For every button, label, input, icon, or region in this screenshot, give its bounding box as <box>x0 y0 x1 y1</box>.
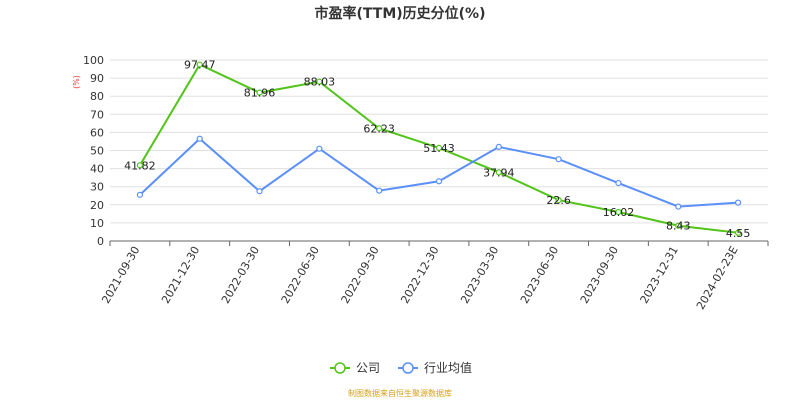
x-tick-label: 2023-03-30 <box>458 244 501 306</box>
data-label: 4.55 <box>726 227 751 240</box>
data-point <box>734 199 742 206</box>
legend: 公司 行业均值 <box>330 360 472 375</box>
y-tick-label: 20 <box>90 199 104 212</box>
y-unit-label: (%) <box>72 75 81 89</box>
y-tick-label: 100 <box>83 54 104 67</box>
x-tick-label: 2023-06-30 <box>518 244 561 306</box>
legend-marker <box>334 362 346 374</box>
data-point <box>136 162 144 169</box>
data-point <box>615 179 622 187</box>
data-point <box>136 191 144 198</box>
y-tick-label: 40 <box>90 163 104 176</box>
chart-title: 市盈率(TTM)历史分位(%) <box>315 5 486 22</box>
data-label: 41.82 <box>124 159 156 172</box>
data-label: 97.47 <box>184 59 216 72</box>
data-point <box>675 222 682 229</box>
data-label: 8.43 <box>666 220 691 233</box>
x-tick-label: 2023-09-30 <box>578 244 621 306</box>
data-point <box>376 187 383 194</box>
data-point <box>196 61 203 68</box>
y-tick-label: 30 <box>90 181 104 194</box>
x-tick-label: 2022-03-30 <box>219 244 262 306</box>
data-point <box>675 203 682 210</box>
data-point <box>435 144 443 152</box>
data-label: 16.02 <box>603 206 635 219</box>
legend-marker <box>402 362 414 374</box>
data-point <box>316 78 323 85</box>
legend-label: 公司 <box>356 361 380 375</box>
data-label: 81.96 <box>244 87 276 100</box>
data-label: 22.6 <box>546 194 571 207</box>
data-point <box>555 196 562 204</box>
data-point <box>316 145 323 152</box>
x-tick-label: 2022-09-30 <box>339 244 382 306</box>
footer-source: 制图数据来自恒生聚源数据库 <box>348 388 452 398</box>
data-label: 62.23 <box>363 122 395 135</box>
x-tick-label: 2022-06-30 <box>279 244 322 306</box>
x-tick-label: 2024-02-23E <box>694 244 741 312</box>
data-label: 37.94 <box>483 166 515 179</box>
legend-label: 行业均值 <box>424 360 472 375</box>
x-tick-label: 2022-12-30 <box>398 244 441 306</box>
x-tick-label: 2021-09-30 <box>99 244 142 306</box>
y-tick-label: 60 <box>90 126 104 139</box>
data-point <box>495 143 502 150</box>
data-point <box>734 229 742 236</box>
data-label: 88.03 <box>304 76 336 89</box>
data-point <box>495 169 502 176</box>
y-tick-label: 0 <box>97 235 104 248</box>
y-tick-label: 50 <box>90 145 104 158</box>
y-tick-label: 80 <box>90 90 104 103</box>
data-point <box>196 135 203 142</box>
data-labels: 41.82 97.47 81.96 88.03 62.23 51.43 37.94 22.6 1… <box>124 59 750 240</box>
data-label: 51.43 <box>423 142 455 155</box>
data-point <box>256 89 263 96</box>
y-tick-label: 10 <box>90 217 104 230</box>
y-tick-label: 90 <box>90 72 104 85</box>
x-tick-label: 2021-12-30 <box>159 244 202 306</box>
x-tick-label: 2023-12-31 <box>638 244 681 306</box>
y-tick-label: 70 <box>90 108 104 121</box>
data-point <box>615 208 622 216</box>
data-point <box>435 178 443 185</box>
data-point <box>555 156 562 163</box>
data-point <box>376 125 383 132</box>
series <box>136 61 742 236</box>
data-point <box>256 188 263 195</box>
